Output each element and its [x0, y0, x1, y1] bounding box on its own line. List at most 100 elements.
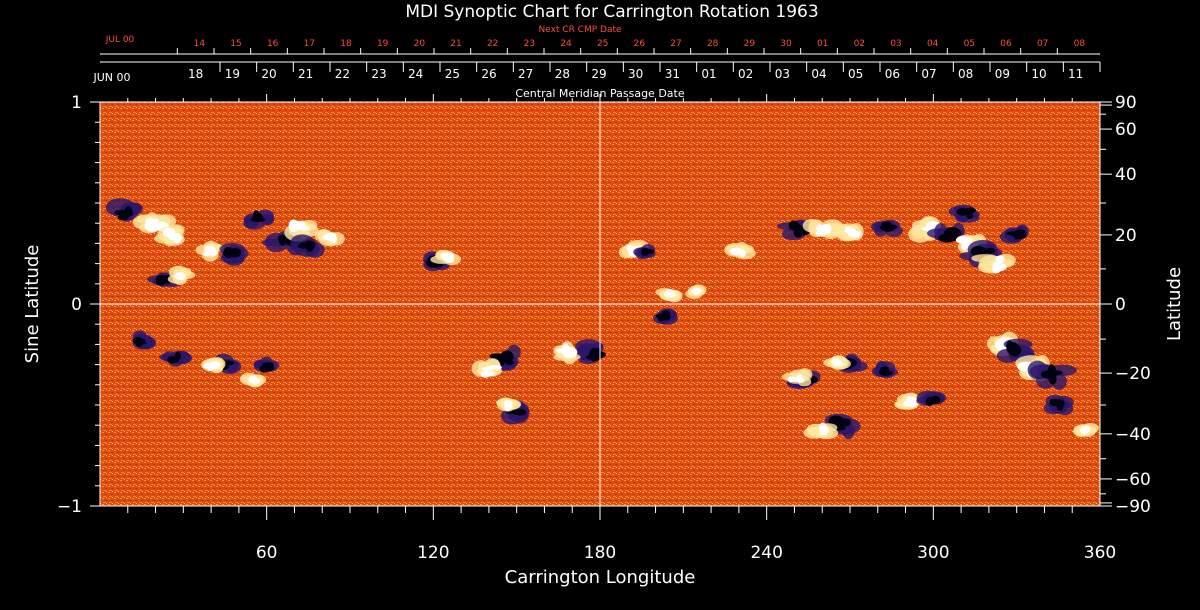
positive-region	[314, 229, 345, 247]
region-core	[966, 212, 974, 219]
next-cr-date-label: 14	[194, 39, 206, 49]
cmp-date-label: 21	[298, 67, 313, 81]
region-core	[908, 400, 917, 408]
region-core	[836, 418, 851, 427]
y-left-tick-label: 0	[71, 295, 82, 315]
positive-region	[823, 355, 851, 370]
next-cr-date-label: 23	[524, 39, 535, 49]
positive-region	[167, 265, 196, 286]
x-tick-label: 240	[750, 543, 782, 563]
y-right-tick-label: 0	[1115, 295, 1126, 315]
negative-region	[653, 308, 678, 325]
x-tick-label: 360	[1084, 543, 1116, 563]
y-axis-right: 90 60 40 20 0 −20 −40 −60 −90	[1100, 93, 1151, 517]
next-cr-date-label: 03	[890, 39, 901, 49]
region-core	[174, 272, 185, 280]
negative-region	[870, 219, 903, 238]
cmp-date-label: 26	[481, 67, 496, 81]
cmp-date-label: 29	[591, 67, 606, 81]
region-core	[505, 403, 513, 410]
cmp-axis: 11 10 09 08 07 06 05 04 03 02 01 31 30 29 28 27 26 25 24 23…	[188, 62, 1101, 81]
region-core	[1080, 426, 1088, 435]
x-tick-label: 60	[256, 543, 278, 563]
cmp-date-label: 07	[921, 67, 936, 81]
cmp-date-label: 08	[958, 67, 973, 81]
region-core	[303, 240, 316, 250]
region-core	[943, 227, 962, 241]
y-right-tick-label: 90	[1115, 93, 1137, 113]
cmp-date-label: 19	[225, 67, 240, 81]
next-cr-date-label: 19	[377, 39, 389, 49]
negative-region	[948, 204, 981, 223]
next-cr-date-label: 05	[964, 39, 975, 49]
negative-region	[1043, 394, 1074, 416]
next-cr-date-label: 30	[780, 39, 792, 49]
region-core	[486, 371, 495, 377]
region-core	[290, 224, 303, 231]
y-right-tick-label: 40	[1115, 165, 1137, 185]
positive-region	[195, 241, 224, 262]
x-axis: 60 120 180 240 300 360	[127, 94, 1116, 563]
region-core	[665, 289, 675, 296]
next-cr-axis-label: Next CR CMP Date	[538, 25, 622, 35]
region-core	[442, 252, 455, 260]
region-core	[168, 235, 183, 241]
next-cr-date-label: 27	[670, 39, 681, 49]
y-right-tick-label: 60	[1115, 120, 1137, 140]
region-core	[965, 207, 977, 214]
region-core	[881, 221, 892, 228]
region-core	[739, 249, 746, 258]
region-core	[656, 313, 664, 319]
positive-region	[200, 357, 226, 374]
positive-region	[430, 249, 462, 266]
region-core	[299, 242, 307, 249]
positive-region	[239, 372, 267, 388]
next-cr-date-label: 28	[707, 39, 719, 49]
cmp-date-label: 04	[811, 67, 826, 81]
y-left-tick-label: −1	[57, 497, 82, 517]
region-core	[588, 350, 606, 359]
region-core	[562, 343, 570, 355]
region-core	[731, 247, 742, 252]
next-cr-date-label: 16	[267, 39, 279, 49]
region-core	[995, 255, 1005, 264]
magnetic-regions	[105, 198, 1099, 440]
positive-region	[908, 216, 941, 243]
positive-region	[154, 224, 185, 247]
next-cr-date-label: 06	[1000, 39, 1012, 49]
positive-region	[834, 223, 864, 242]
region-core	[819, 425, 830, 435]
region-core	[796, 374, 803, 381]
x-axis-label: Carrington Longitude	[505, 567, 696, 588]
next-cr-date-label: 20	[414, 39, 426, 49]
positive-region	[781, 368, 813, 387]
cmp-date-label: 31	[665, 67, 680, 81]
negative-region	[996, 338, 1035, 363]
next-cr-date-label: 01	[817, 39, 828, 49]
chart-title: MDI Synoptic Chart for Carrington Rotati…	[405, 2, 818, 22]
x-tick-label: 300	[917, 543, 949, 563]
cmp-date-label: 05	[848, 67, 863, 81]
y-right-tick-label: 20	[1115, 226, 1137, 246]
next-cr-date-label: 15	[230, 39, 241, 49]
cmp-date-label: 03	[775, 67, 790, 81]
next-cr-date-label: 18	[340, 39, 352, 49]
negative-region	[243, 209, 275, 230]
region-core	[1012, 231, 1021, 238]
positive-region	[803, 422, 839, 440]
region-core	[252, 214, 262, 220]
region-core	[846, 227, 856, 234]
next-cr-date-label: 29	[744, 39, 756, 49]
negative-region	[132, 330, 157, 350]
next-cr-date-label: 08	[1074, 39, 1086, 49]
positive-region	[553, 341, 581, 365]
next-cr-date-label: 26	[634, 39, 646, 49]
next-cr-month-label: JUL 00	[105, 35, 135, 45]
next-cr-date-label: 22	[487, 39, 498, 49]
positive-region	[496, 397, 522, 412]
region-core	[955, 236, 973, 245]
y-right-tick-label: −40	[1115, 425, 1151, 445]
cmp-date-label: 20	[261, 67, 276, 81]
y-axis-left: 1 0 −1	[57, 93, 100, 517]
region-core	[205, 245, 216, 256]
